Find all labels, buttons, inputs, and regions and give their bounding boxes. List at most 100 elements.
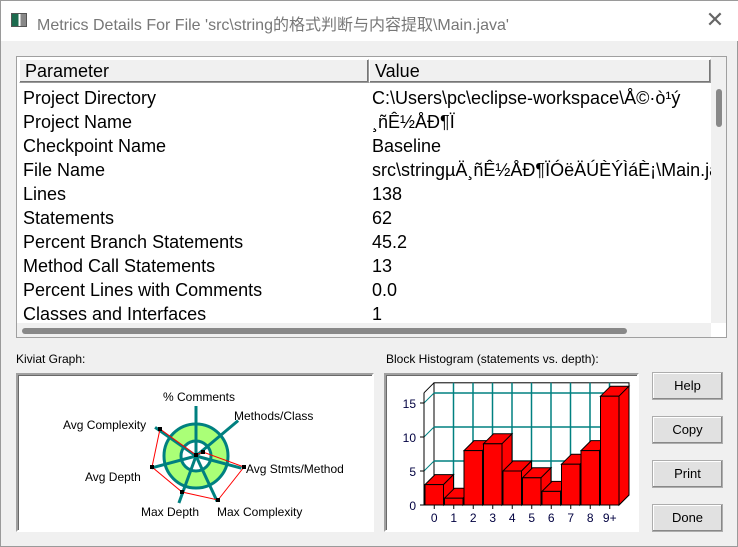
value-cell: ¸ñÊ½ÅÐ¶Ï (372, 112, 455, 132)
bar (444, 497, 464, 506)
parameter-cell: Percent Lines with Comments (23, 280, 263, 300)
kiviat-spoke (151, 454, 197, 470)
kiviat-spoke (154, 426, 197, 458)
print-button[interactable]: Print (652, 460, 723, 488)
parameter-cell: Project Name (23, 112, 133, 132)
value-cell: 13 (372, 256, 393, 276)
bar (463, 450, 483, 506)
kiviat-svg: % Comments Methods/Class Avg Stmts/Method M… (63, 390, 344, 519)
kiviat-axis-label: Methods/Class (234, 409, 313, 423)
bar (541, 490, 561, 506)
table-row[interactable]: Percent Branch Statements 45.2 (22, 230, 712, 254)
parameter-cell: Percent Branch Statements (23, 232, 244, 252)
vertical-scroll-thumb[interactable] (716, 89, 722, 127)
table-row[interactable]: Lines 138 (22, 182, 712, 206)
histogram-gridline (423, 460, 435, 472)
kiviat-axis-label: % Comments (163, 390, 235, 404)
kiviat-axis-label: Max Complexity (217, 505, 302, 519)
block-histogram: 0 5 10 15 0 1 2 3 4 5 6 7 8 9+ (384, 373, 639, 532)
histogram-gridline (423, 392, 435, 404)
window-title: Metrics Details For File 'src\string的格式判… (37, 17, 509, 34)
kiviat-point (158, 427, 162, 431)
value-cell: 62 (372, 208, 393, 228)
vertical-scrollbar[interactable] (711, 57, 726, 323)
value-cell: 0.0 (372, 280, 398, 300)
kiviat-label: Kiviat Graph: (16, 352, 86, 366)
value-cell: Baseline (372, 136, 442, 156)
x-tick-label: 3 (489, 511, 496, 525)
help-button[interactable]: Help (652, 372, 723, 400)
x-tick-label: 4 (509, 511, 516, 525)
bar (522, 477, 542, 506)
horizontal-scroll-thumb[interactable] (22, 328, 627, 334)
y-tick-label: 10 (403, 431, 417, 445)
x-tick-label: 0 (431, 511, 438, 525)
x-tick-label: 2 (470, 511, 477, 525)
column-header-parameter[interactable]: Parameter (19, 59, 369, 83)
title-bar: Metrics Details For File 'src\string的格式判… (1, 1, 738, 41)
value-cell: src\stringµÄ¸ñÊ½ÅÐ¶ÏÓëÄÚÈÝÌáÈ¡\Main.java (372, 160, 712, 180)
x-tick-label: 6 (548, 511, 555, 525)
done-button[interactable]: Done (652, 504, 723, 532)
column-header-value[interactable]: Value (369, 59, 711, 83)
copy-button[interactable]: Copy (652, 416, 723, 444)
histogram-gridline (423, 426, 435, 438)
kiviat-point (194, 453, 198, 457)
parameter-cell: Statements (23, 208, 115, 228)
parameter-cell: Lines (23, 184, 67, 204)
bar (561, 463, 581, 506)
kiviat-axis-label: Avg Complexity (63, 418, 146, 432)
kiviat-point (201, 450, 205, 454)
table-row[interactable]: Project Name ¸ñÊ½ÅÐ¶Ï (22, 110, 712, 134)
bar (424, 484, 444, 506)
value-cell: 138 (372, 184, 403, 204)
x-tick-label: 5 (528, 511, 535, 525)
kiviat-spoke (195, 454, 242, 470)
y-tick-label: 0 (409, 499, 416, 513)
bar (502, 470, 522, 506)
kiviat-point (150, 465, 154, 469)
y-tick-label: 15 (403, 397, 417, 411)
app-icon (11, 13, 27, 27)
table-row[interactable]: Percent Lines with Comments 0.0 (22, 278, 712, 302)
table-row[interactable]: Project Directory C:\Users\pc\eclipse-wor… (22, 86, 712, 110)
table-header: Parameter Value (19, 59, 711, 83)
parameter-cell: Method Call Statements (23, 256, 216, 276)
table-row[interactable]: Method Call Statements 13 (22, 254, 712, 278)
horizontal-scrollbar[interactable] (17, 323, 711, 337)
bar (600, 395, 620, 506)
table-row[interactable]: Statements 62 (22, 206, 712, 230)
metrics-table: Parameter Value Project Directory C:\User… (16, 56, 727, 338)
bar-side (618, 384, 630, 507)
table-row[interactable]: Checkpoint Name Baseline (22, 134, 712, 158)
bar (483, 443, 503, 506)
histogram-label: Block Histogram (statements vs. depth): (386, 352, 599, 366)
table-row[interactable]: Classes and Interfaces 1 (22, 302, 712, 326)
x-tick-label: 1 (450, 511, 457, 525)
x-tick-label: 7 (567, 511, 574, 525)
value-cell: C:\Users\pc\eclipse-workspace\Å©·ò¹ý (372, 88, 681, 108)
table-row[interactable]: File Name src\stringµÄ¸ñÊ½ÅÐ¶ÏÓëÄÚÈÝÌáÈ¡\… (22, 158, 712, 182)
kiviat-axis-label: Max Depth (141, 505, 199, 519)
kiviat-point (242, 465, 246, 469)
parameter-cell: Classes and Interfaces (23, 304, 207, 324)
kiviat-spoke (177, 455, 198, 504)
kiviat-axis-label: Avg Depth (85, 470, 141, 484)
kiviat-polygon (151, 428, 245, 501)
kiviat-spoke (194, 455, 219, 502)
parameter-cell: Project Directory (23, 88, 157, 108)
x-tick-label: 8 (587, 511, 594, 525)
x-tick-label: 9+ (603, 511, 617, 525)
kiviat-graph: % Comments Methods/Class Avg Stmts/Method M… (16, 373, 374, 532)
value-cell: 1 (372, 304, 383, 324)
close-icon[interactable]: ✕ (705, 7, 725, 32)
parameter-cell: File Name (23, 160, 106, 180)
kiviat-point (216, 498, 220, 502)
kiviat-point (180, 490, 184, 494)
parameter-cell: Checkpoint Name (23, 136, 167, 156)
value-cell: 45.2 (372, 232, 408, 252)
bar (580, 450, 600, 506)
y-tick-label: 5 (409, 465, 416, 479)
y-axis-depth (423, 382, 435, 394)
